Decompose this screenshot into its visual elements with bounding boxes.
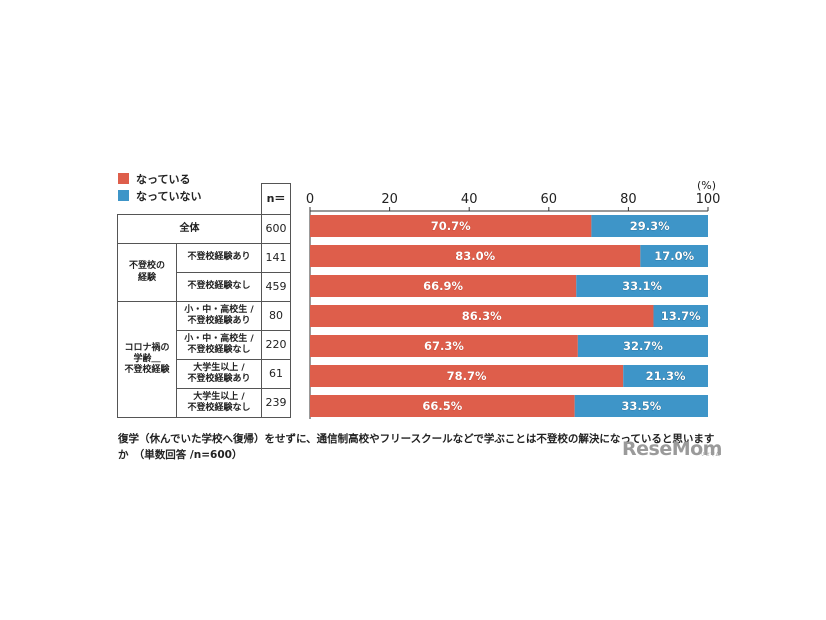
row-n-student-yes: 80 — [261, 301, 291, 331]
data-label-no: 29.3% — [630, 219, 670, 233]
unit-label: (%) — [697, 179, 717, 192]
data-label-no: 13.7% — [661, 309, 701, 323]
group-label-experience: 不登校の 経験 — [117, 243, 177, 302]
data-label-yes: 67.3% — [424, 339, 464, 353]
legend-item-no: なっていない — [118, 187, 201, 204]
row-label-univ-no: 大学生以上 / 不登校経験なし — [176, 388, 262, 418]
x-tick-label: 80 — [620, 192, 637, 207]
bar-yes — [310, 245, 641, 267]
x-tick-label: 20 — [381, 192, 398, 207]
bar-no — [576, 275, 708, 297]
x-tick-label: 40 — [461, 192, 478, 207]
x-tick-label: 60 — [541, 192, 558, 207]
data-label-no: 33.5% — [621, 399, 661, 413]
bar-yes — [310, 275, 577, 297]
resemom-logo-sub: リセマム — [700, 452, 721, 458]
row-label-overall: 全体 — [117, 214, 262, 244]
data-label-no: 21.3% — [646, 369, 686, 383]
row-n-univ-no: 239 — [261, 388, 291, 418]
x-tick-label: 100 — [696, 192, 721, 207]
data-label-yes: 70.7% — [431, 219, 471, 233]
legend-item-yes: なっている — [118, 170, 201, 187]
data-label-no: 33.1% — [622, 279, 662, 293]
bar-yes — [310, 365, 624, 387]
bar-yes — [310, 395, 575, 417]
row-n-exp-yes: 141 — [261, 243, 291, 273]
data-label-yes: 83.0% — [455, 249, 495, 263]
bar-no — [640, 245, 708, 267]
bar-no — [653, 305, 708, 327]
data-label-yes: 86.3% — [462, 309, 502, 323]
row-n-overall: 600 — [261, 214, 291, 244]
row-n-exp-no: 459 — [261, 272, 291, 302]
data-label-yes: 66.5% — [422, 399, 462, 413]
data-label-yes: 78.7% — [447, 369, 487, 383]
resemom-logo: ReseMom — [622, 438, 722, 460]
legend-swatch-yes — [118, 173, 129, 184]
bar-no — [591, 215, 708, 237]
bar-no — [577, 335, 708, 357]
row-label-exp-no: 不登校経験なし — [176, 272, 262, 302]
legend: なっている なっていない — [118, 170, 201, 204]
bar-yes — [310, 305, 654, 327]
data-label-no: 17.0% — [654, 249, 694, 263]
bar-no — [574, 395, 708, 417]
row-n-univ-yes: 61 — [261, 359, 291, 389]
x-tick-label: 0 — [306, 192, 314, 207]
bar-yes — [310, 215, 592, 237]
legend-label-yes: なっている — [136, 172, 191, 186]
n-header: n＝ — [261, 183, 291, 215]
row-n-student-no: 220 — [261, 330, 291, 360]
data-label-yes: 66.9% — [423, 279, 463, 293]
legend-swatch-no — [118, 190, 129, 201]
caption: 復学（休んでいた学校へ復帰）をせずに、通信制高校やフリースクールなどで学ぶことは… — [118, 433, 715, 461]
bar-yes — [310, 335, 578, 357]
row-label-univ-yes: 大学生以上 / 不登校経験あり — [176, 359, 262, 389]
legend-label-no: なっていない — [136, 189, 202, 203]
data-label-no: 32.7% — [623, 339, 663, 353]
row-label-student-yes: 小・中・高校生 / 不登校経験あり — [176, 301, 262, 331]
bar-no — [623, 365, 708, 387]
category-table: n＝ 全体 600 不登校の 経験 不登校経験あり 141 不登校経験なし 45… — [117, 183, 291, 418]
